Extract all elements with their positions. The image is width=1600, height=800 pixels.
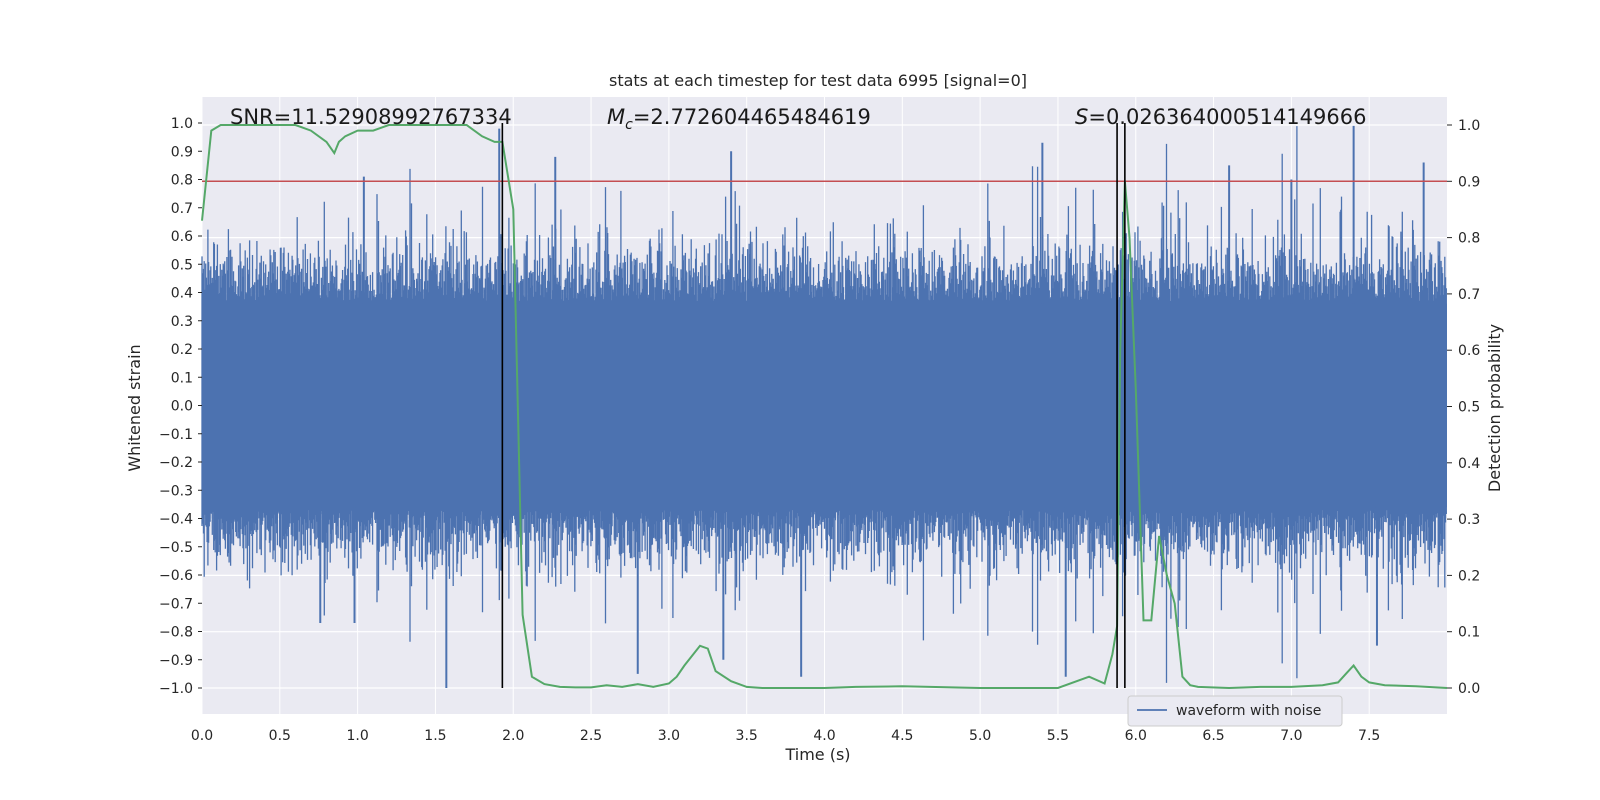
- x-tick-label: 7.5: [1358, 728, 1380, 744]
- y-right-tick-label: 1.0: [1458, 118, 1480, 134]
- y-right-tick-label: 0.1: [1458, 625, 1480, 641]
- y-right-tick-label: 0.2: [1458, 568, 1480, 584]
- y-right-tick-label: 0.3: [1458, 512, 1480, 528]
- y-right-tick-label: 0.6: [1458, 343, 1480, 359]
- x-tick-label: 3.5: [736, 728, 758, 744]
- waveform-series: [201, 125, 1447, 688]
- y-right-tick-label: 0.8: [1458, 231, 1480, 247]
- y-right-tick-label: 0.5: [1458, 400, 1480, 416]
- y-left-tick-label: 1.0: [171, 116, 193, 132]
- mc-value: =2.772604465484619: [633, 105, 871, 129]
- s-annotation: S=0.026364000514149666: [1075, 105, 1366, 129]
- y-left-tick-label: −0.2: [159, 455, 193, 471]
- y-left-label: Whitened strain: [125, 344, 144, 471]
- y-right-tick-label: 0.4: [1458, 456, 1480, 472]
- y-left-tick-label: −0.5: [159, 540, 193, 556]
- x-tick-label: 4.5: [891, 728, 913, 744]
- snr-annotation: SNR=11.52908992767334: [230, 105, 512, 129]
- y-left-tick-label: 0.6: [171, 229, 193, 245]
- vertical-markers: [501, 123, 1126, 688]
- s-value: =0.026364000514149666: [1088, 105, 1366, 129]
- y-left-tick-label: −0.1: [159, 427, 193, 443]
- x-axis-ticks: 0.0 0.5 1.0 1.5 2.0 2.5 3.0 3.5 4.0 4.5 5.0 5.5 6.0 6…: [191, 728, 1380, 744]
- y-left-tick-label: 0.0: [171, 399, 193, 415]
- x-tick-label: 2.0: [502, 728, 524, 744]
- legend-box: [1127, 695, 1343, 727]
- chart-title: stats at each timestep for test data 699…: [609, 71, 1027, 90]
- y-left-tick-label: −0.7: [159, 596, 193, 612]
- x-tick-label: 0.0: [191, 728, 213, 744]
- s-symbol: S: [1075, 105, 1088, 129]
- legend: waveform with noise: [1127, 695, 1343, 727]
- y-left-tick-label: 0.3: [171, 314, 193, 330]
- y-left-tick-label: 0.5: [171, 257, 193, 273]
- x-tick-label: 1.5: [424, 728, 446, 744]
- y-left-tick-label: −0.6: [159, 568, 193, 584]
- x-tick-label: 3.0: [658, 728, 680, 744]
- y-left-tick-label: 0.7: [171, 201, 193, 217]
- x-tick-label: 5.0: [969, 728, 991, 744]
- mc-symbol: M: [607, 105, 625, 129]
- y-left-tick-label: −0.8: [159, 625, 193, 641]
- y-left-ticks: 1.0 0.9 0.8 0.7 0.6 0.5 0.4 0.3 0.2 0.1 0.0 −0.1 −0.…: [159, 116, 202, 697]
- y-left-tick-label: 0.1: [171, 370, 193, 386]
- probability-series: [201, 124, 1448, 690]
- x-tick-label: 2.5: [580, 728, 602, 744]
- probability-line: [201, 124, 1448, 690]
- y-right-tick-label: 0.9: [1458, 174, 1480, 190]
- x-tick-label: 7.0: [1280, 728, 1302, 744]
- x-tick-label: 0.5: [269, 728, 291, 744]
- x-tick-label: 1.0: [346, 728, 368, 744]
- legend-label: waveform with noise: [1176, 703, 1321, 719]
- y-left-tick-label: −0.4: [159, 512, 193, 528]
- y-left-tick-label: 0.2: [171, 342, 193, 358]
- y-left-tick-label: −0.9: [159, 653, 193, 669]
- x-tick-label: 6.0: [1125, 728, 1147, 744]
- x-axis-label: Time (s): [784, 745, 850, 764]
- mc-annotation: Mc=2.772604465484619: [607, 105, 871, 133]
- y-right-tick-label: 0.7: [1458, 287, 1480, 303]
- x-tick-label: 4.0: [813, 728, 835, 744]
- y-left-tick-label: −1.0: [159, 681, 193, 697]
- y-right-label: Detection probability: [1485, 324, 1504, 492]
- x-tick-label: 5.5: [1047, 728, 1069, 744]
- y-right-ticks: 1.0 0.9 0.8 0.7 0.6 0.5 0.4 0.3 0.2 0.1 0.0: [1447, 118, 1480, 697]
- waveform-core: [202, 303, 1447, 508]
- y-left-tick-label: −0.3: [159, 483, 193, 499]
- y-right-tick-label: 0.0: [1458, 681, 1480, 697]
- mc-subscript: c: [625, 117, 633, 133]
- y-left-tick-label: 0.4: [171, 286, 193, 302]
- y-left-tick-label: 0.8: [171, 173, 193, 189]
- y-left-tick-label: 0.9: [171, 144, 193, 160]
- x-tick-label: 6.5: [1202, 728, 1224, 744]
